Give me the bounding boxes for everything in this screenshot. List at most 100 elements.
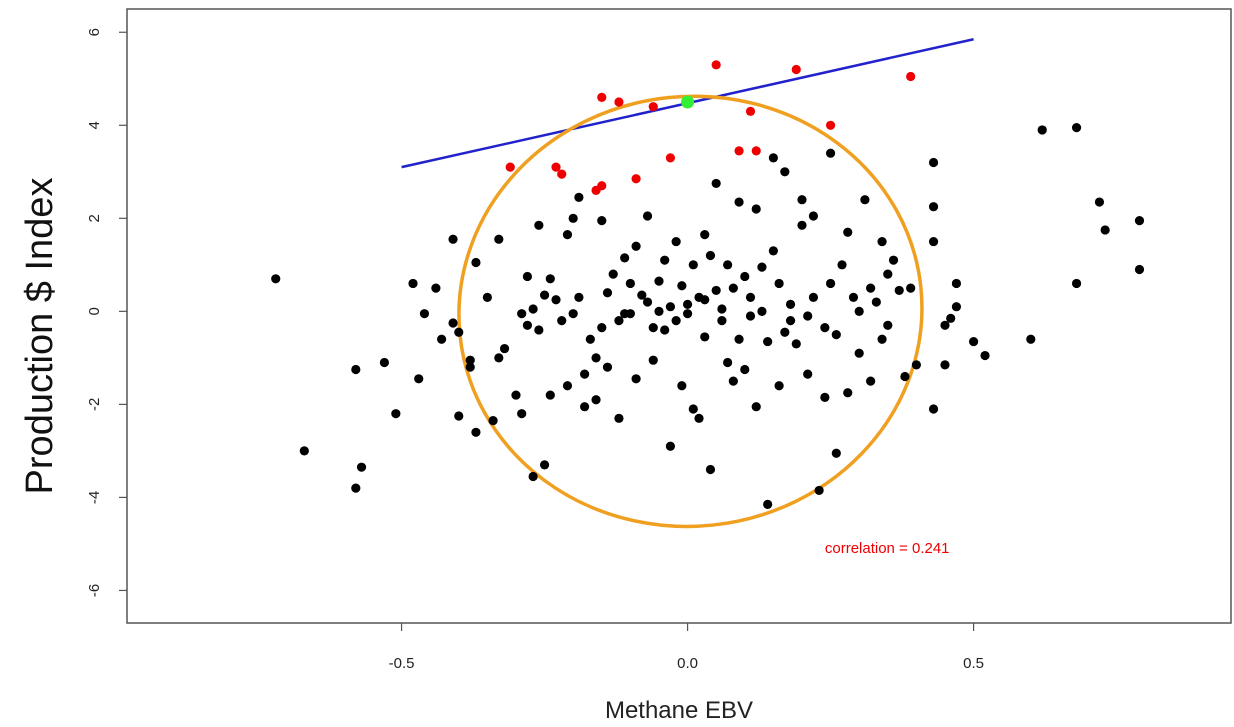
selected-point [614, 97, 624, 107]
selected-point [648, 102, 658, 112]
data-point [602, 288, 613, 298]
selected-point [734, 146, 744, 156]
selected-point [711, 60, 721, 70]
data-point [688, 404, 698, 414]
data-point [740, 364, 750, 375]
data-point [940, 360, 950, 370]
x-tick-label: 0.5 [963, 655, 984, 672]
data-point [831, 330, 841, 340]
data-point [682, 299, 693, 309]
data-point [894, 285, 904, 296]
data-point [534, 220, 544, 230]
selected-point [505, 162, 515, 172]
selected-point [825, 120, 836, 130]
data-point [745, 292, 756, 302]
x-axis-title: Methane EBV [605, 697, 753, 724]
data-point [911, 360, 921, 370]
data-point [351, 483, 361, 493]
data-point [499, 343, 510, 354]
data-point [728, 283, 738, 293]
data-point [854, 306, 864, 316]
data-point [734, 334, 744, 344]
points-layer [271, 60, 1145, 509]
data-point [1026, 334, 1036, 344]
data-point [648, 355, 658, 365]
data-point [883, 269, 893, 279]
data-point [774, 381, 784, 391]
data-point [580, 402, 590, 412]
data-point [780, 167, 790, 177]
data-point [602, 362, 613, 372]
data-point [763, 499, 773, 509]
y-axis-title: Production $ Index [19, 178, 61, 495]
data-point [808, 292, 819, 302]
data-point [625, 278, 635, 289]
data-point [665, 302, 676, 312]
data-point [671, 316, 681, 326]
x-tick-label: 0.0 [677, 655, 698, 672]
data-point [906, 283, 916, 293]
data-point [677, 381, 687, 391]
data-point [928, 236, 939, 247]
data-point [620, 253, 630, 263]
data-point [671, 236, 681, 247]
data-point [574, 192, 584, 202]
data-point [677, 281, 687, 291]
data-point [545, 274, 555, 284]
data-point [637, 290, 647, 300]
data-point [591, 353, 601, 363]
data-point [757, 306, 767, 316]
data-point [728, 376, 738, 386]
data-point [356, 462, 367, 472]
data-point [522, 271, 533, 282]
data-point [437, 334, 447, 344]
data-point [654, 276, 664, 286]
data-point [597, 216, 607, 226]
data-point [1134, 216, 1145, 226]
data-point [631, 241, 641, 251]
data-point [700, 229, 710, 240]
data-point [780, 327, 790, 337]
data-point [751, 204, 761, 214]
data-point [820, 323, 830, 333]
data-point [785, 316, 796, 326]
data-point [1071, 123, 1082, 133]
correlation-annotation: correlation = 0.241 [825, 540, 950, 557]
data-point [866, 283, 876, 293]
data-point [785, 299, 796, 309]
data-point [797, 220, 807, 230]
data-point [717, 316, 727, 326]
data-point [888, 255, 899, 265]
data-point [511, 390, 521, 400]
data-point [465, 362, 475, 372]
data-point [900, 371, 910, 382]
data-point [539, 290, 550, 300]
selected-point [665, 153, 676, 163]
data-point [717, 304, 727, 314]
data-point [1100, 225, 1110, 235]
data-point [843, 227, 853, 237]
data-point [482, 292, 492, 302]
data-point [946, 313, 956, 323]
data-point [471, 427, 481, 437]
data-point [940, 320, 950, 330]
y-tick-label: -6 [86, 584, 103, 597]
data-point [825, 278, 836, 289]
y-axis: -6 -4 -2 0 2 4 6 [86, 28, 127, 597]
data-point [654, 306, 664, 316]
x-axis: -0.5 0.0 0.5 [389, 623, 984, 672]
data-point [545, 390, 555, 400]
data-point [808, 211, 819, 221]
data-point [694, 413, 704, 423]
data-point [682, 309, 693, 319]
data-point [271, 274, 281, 284]
data-point [814, 485, 824, 496]
data-point [419, 309, 430, 319]
data-point [465, 355, 475, 365]
y-tick-label: 0 [86, 307, 103, 315]
data-point [660, 325, 670, 335]
data-point [408, 278, 418, 289]
data-point [791, 339, 801, 349]
data-point [528, 471, 538, 482]
data-point [608, 269, 618, 279]
